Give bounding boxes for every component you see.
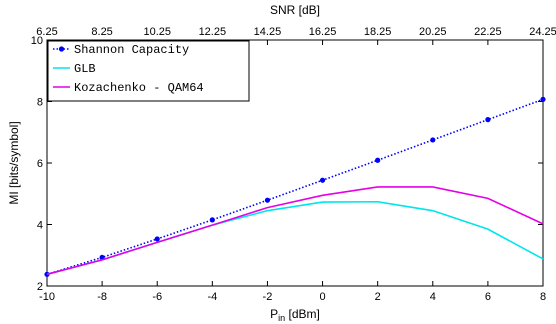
x-tick-label: 6 (485, 291, 491, 303)
legend-entry: Kozachenko - QAM64 (53, 81, 204, 95)
series-point (540, 96, 546, 102)
x-tick-label: -6 (152, 291, 162, 303)
x-tick-label: -10 (39, 291, 55, 303)
y-axis-title: MI [bits/symbol] (7, 121, 21, 204)
x-axis-title-unit: [dBm] (285, 307, 320, 321)
top-x-tick-label: 20.25 (419, 26, 447, 38)
x-axis-title-sub: in (278, 313, 285, 323)
x-tick-label: 0 (319, 291, 325, 303)
x-tick-label: 4 (430, 291, 436, 303)
series-point (209, 217, 215, 223)
x-tick-label: -4 (207, 291, 217, 303)
top-x-tick-label: 6.25 (36, 26, 57, 38)
legend-label: Kozachenko - QAM64 (74, 81, 204, 95)
y-tick-label: 4 (37, 220, 43, 232)
series-point (375, 157, 381, 163)
x-tick-label: 8 (540, 291, 546, 303)
top-x-tick-label: 18.25 (364, 26, 392, 38)
legend-entry: GLB (53, 62, 96, 76)
legend-entry: Shannon Capacity (53, 43, 189, 57)
y-tick-label: 10 (31, 35, 43, 47)
series-point (430, 137, 436, 143)
x-axis-title-main: P (270, 307, 278, 321)
y-tick-label: 2 (37, 281, 43, 293)
x-tick-label: -8 (97, 291, 107, 303)
top-x-tick-label: 8.25 (91, 26, 112, 38)
series-point (264, 197, 271, 203)
x-tick-label: 2 (375, 291, 381, 303)
legend-marker (58, 46, 65, 52)
series-line (46, 98, 544, 276)
series-line (46, 186, 544, 276)
top-x-tick-label: 24.25 (529, 26, 556, 38)
y-tick-label: 6 (37, 158, 43, 170)
series-point (154, 236, 160, 242)
legend-label: GLB (74, 62, 96, 76)
y-tick-label: 8 (37, 97, 43, 109)
top-x-axis-title: SNR [dB] (270, 3, 320, 17)
top-x-tick-label: 16.25 (309, 26, 337, 38)
top-x-tick-label: 12.25 (199, 26, 227, 38)
x-tick-label: -2 (263, 291, 273, 303)
series-point (485, 117, 491, 123)
top-x-tick-label: 10.25 (143, 26, 171, 38)
legend-box (47, 40, 250, 102)
legend-label: Shannon Capacity (74, 43, 189, 57)
top-x-tick-label: 22.25 (474, 26, 502, 38)
legend: Shannon Capacity GLB Kozachenko - QAM64 (47, 40, 250, 102)
top-x-tick-label: 14.25 (254, 26, 282, 38)
x-axis-title: Pin [dBm] (270, 307, 320, 323)
series-point (319, 177, 326, 183)
